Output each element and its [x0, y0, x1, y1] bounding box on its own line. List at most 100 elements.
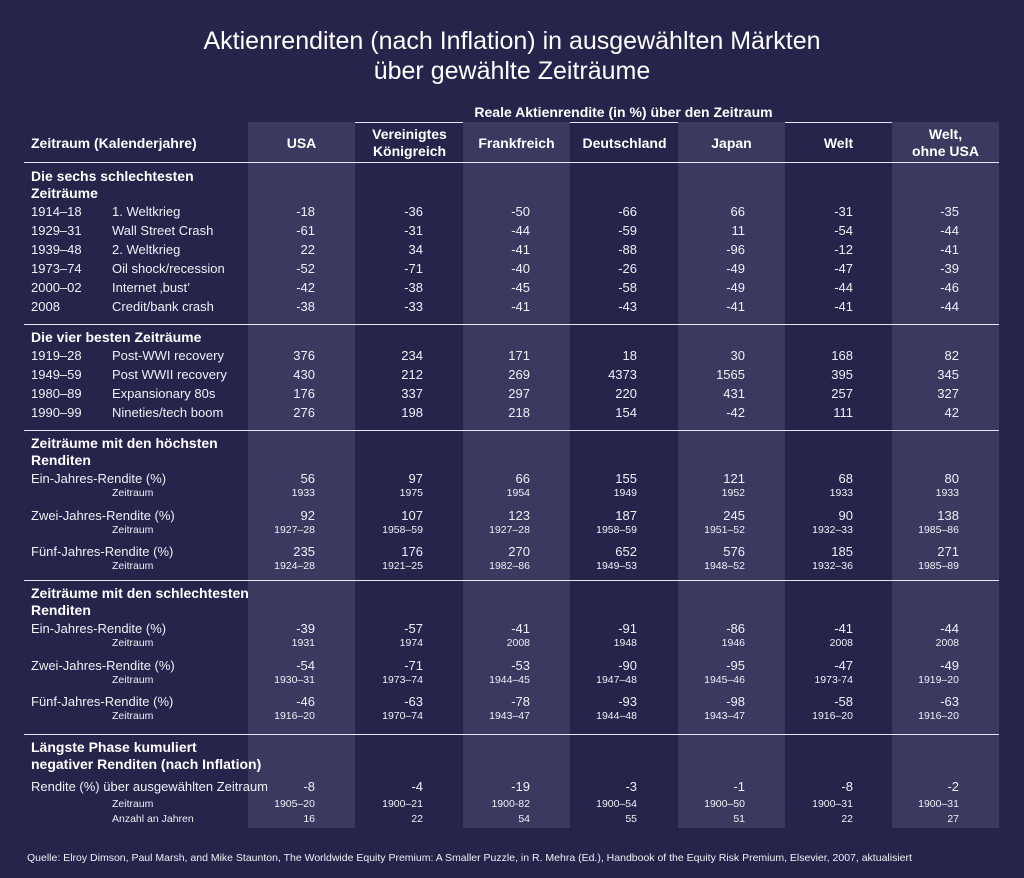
- period-cell: 1932–36: [812, 560, 853, 572]
- value-cell: 168: [831, 348, 853, 363]
- value-cell: 171: [508, 348, 530, 363]
- row-event: 1. Weltkrieg: [112, 204, 181, 219]
- column-header-5: Welt: [785, 124, 892, 162]
- value-cell: 376: [293, 348, 315, 363]
- period-cell: 1900–31: [812, 798, 853, 810]
- value-cell: -58: [834, 694, 853, 709]
- period-cell: 1916–20: [274, 710, 315, 722]
- value-cell: -39: [296, 621, 315, 636]
- section-rule-3: [24, 580, 999, 581]
- period-cell: 1927–28: [489, 523, 530, 536]
- value-cell: 11: [731, 222, 746, 238]
- period-cell: 2008: [829, 637, 853, 649]
- column-header-line2: ohne USA: [912, 143, 979, 159]
- period-cell: 1954: [506, 487, 530, 499]
- period-cell: 1900-82: [491, 798, 530, 810]
- value-cell: 198: [401, 404, 423, 420]
- row-period: 1939–48: [31, 241, 82, 257]
- value-cell: -78: [511, 694, 530, 709]
- value-cell: -26: [618, 260, 637, 276]
- period-cell: 1958–59: [382, 523, 423, 536]
- value-cell: -57: [404, 621, 423, 636]
- value-cell: -4: [411, 779, 423, 794]
- value-cell: 97: [408, 471, 423, 486]
- row-event: 2. Weltkrieg: [112, 241, 181, 257]
- row-period: 2000–02: [31, 279, 82, 295]
- value-cell: -44: [834, 279, 853, 295]
- value-cell: -44: [940, 222, 959, 238]
- column-header-3: Deutschland: [571, 124, 678, 162]
- value-cell: 1565: [716, 366, 745, 382]
- value-cell: -63: [940, 694, 959, 709]
- value-cell: 121: [723, 471, 745, 486]
- group-label: Fünf-Jahres-Rendite (%): [31, 694, 174, 709]
- value-cell: 187: [615, 507, 637, 523]
- column-header-line1: Frankfreich: [478, 134, 555, 151]
- value-cell: -46: [940, 279, 959, 295]
- value-cell: -90: [618, 657, 637, 673]
- period-cell: 1970–74: [382, 710, 423, 722]
- period-cell: 1948: [613, 637, 637, 649]
- column-header-line1: Deutschland: [582, 134, 667, 151]
- longest-period-label: Zeitraum: [112, 798, 154, 810]
- section-rule-2: [24, 430, 999, 431]
- row-event: Post-WWI recovery: [112, 348, 224, 363]
- value-cell: 30: [730, 348, 745, 363]
- value-cell: -66: [618, 204, 637, 219]
- row-event: Expansionary 80s: [112, 385, 216, 401]
- page-title: Aktienrenditen (nach Inflation) in ausge…: [0, 26, 1024, 86]
- period-cell: 1952: [721, 487, 745, 499]
- value-cell: 66: [730, 204, 745, 219]
- period-cell: 1930–31: [274, 673, 315, 686]
- period-cell: 1916–20: [812, 710, 853, 722]
- section-title-worst-2: Zeiträume: [31, 185, 98, 201]
- value-cell: 176: [293, 385, 315, 401]
- value-cell: -91: [618, 621, 637, 636]
- years-cell: 54: [518, 813, 530, 825]
- group-sublabel: Zeitraum: [112, 673, 154, 686]
- value-cell: 234: [401, 348, 423, 363]
- value-cell: -41: [511, 298, 530, 314]
- value-cell: -41: [511, 621, 530, 636]
- column-header-0: USA: [248, 124, 355, 162]
- period-cell: 1974: [399, 637, 423, 649]
- group-label: Ein-Jahres-Rendite (%): [31, 471, 167, 486]
- group-sublabel: Zeitraum: [112, 487, 154, 499]
- value-cell: 212: [401, 366, 423, 382]
- value-cell: 345: [937, 366, 959, 382]
- value-cell: 68: [838, 471, 853, 486]
- value-cell: 22: [300, 241, 315, 257]
- column-header-line1: Japan: [711, 134, 752, 151]
- period-cell: 1933: [935, 487, 959, 499]
- value-cell: -42: [726, 404, 745, 420]
- value-cell: -43: [618, 298, 637, 314]
- years-cell: 51: [733, 813, 745, 825]
- period-cell: 1985–89: [918, 560, 959, 572]
- value-cell: -46: [296, 694, 315, 709]
- years-cell: 22: [411, 813, 423, 825]
- value-cell: -49: [940, 657, 959, 673]
- period-cell: 1949: [613, 487, 637, 499]
- period-header: Zeitraum (Kalenderjahre): [31, 134, 197, 151]
- period-cell: 1975: [399, 487, 423, 499]
- value-cell: -31: [404, 222, 423, 238]
- value-cell: 257: [831, 385, 853, 401]
- row-period: 1929–31: [31, 222, 82, 238]
- row-event: Internet ‚bust’: [112, 279, 191, 295]
- value-cell: -53: [511, 657, 530, 673]
- value-cell: -18: [296, 204, 315, 219]
- value-cell: -8: [303, 779, 315, 794]
- section-title-lowest-2: Renditen: [31, 602, 91, 618]
- years-cell: 27: [947, 813, 959, 825]
- title-line-2: über gewählte Zeiträume: [373, 57, 651, 85]
- value-cell: -38: [296, 298, 315, 314]
- row-period: 1973–74: [31, 260, 82, 276]
- group-label: Zwei-Jahres-Rendite (%): [31, 657, 175, 673]
- period-cell: 1900–21: [382, 798, 423, 810]
- value-cell: -39: [940, 260, 959, 276]
- value-cell: -47: [834, 657, 853, 673]
- value-cell: 154: [615, 404, 637, 420]
- section-title-longest: Längste Phase kumuliert: [31, 739, 197, 755]
- row-period: 2008: [31, 298, 60, 314]
- value-cell: -52: [296, 260, 315, 276]
